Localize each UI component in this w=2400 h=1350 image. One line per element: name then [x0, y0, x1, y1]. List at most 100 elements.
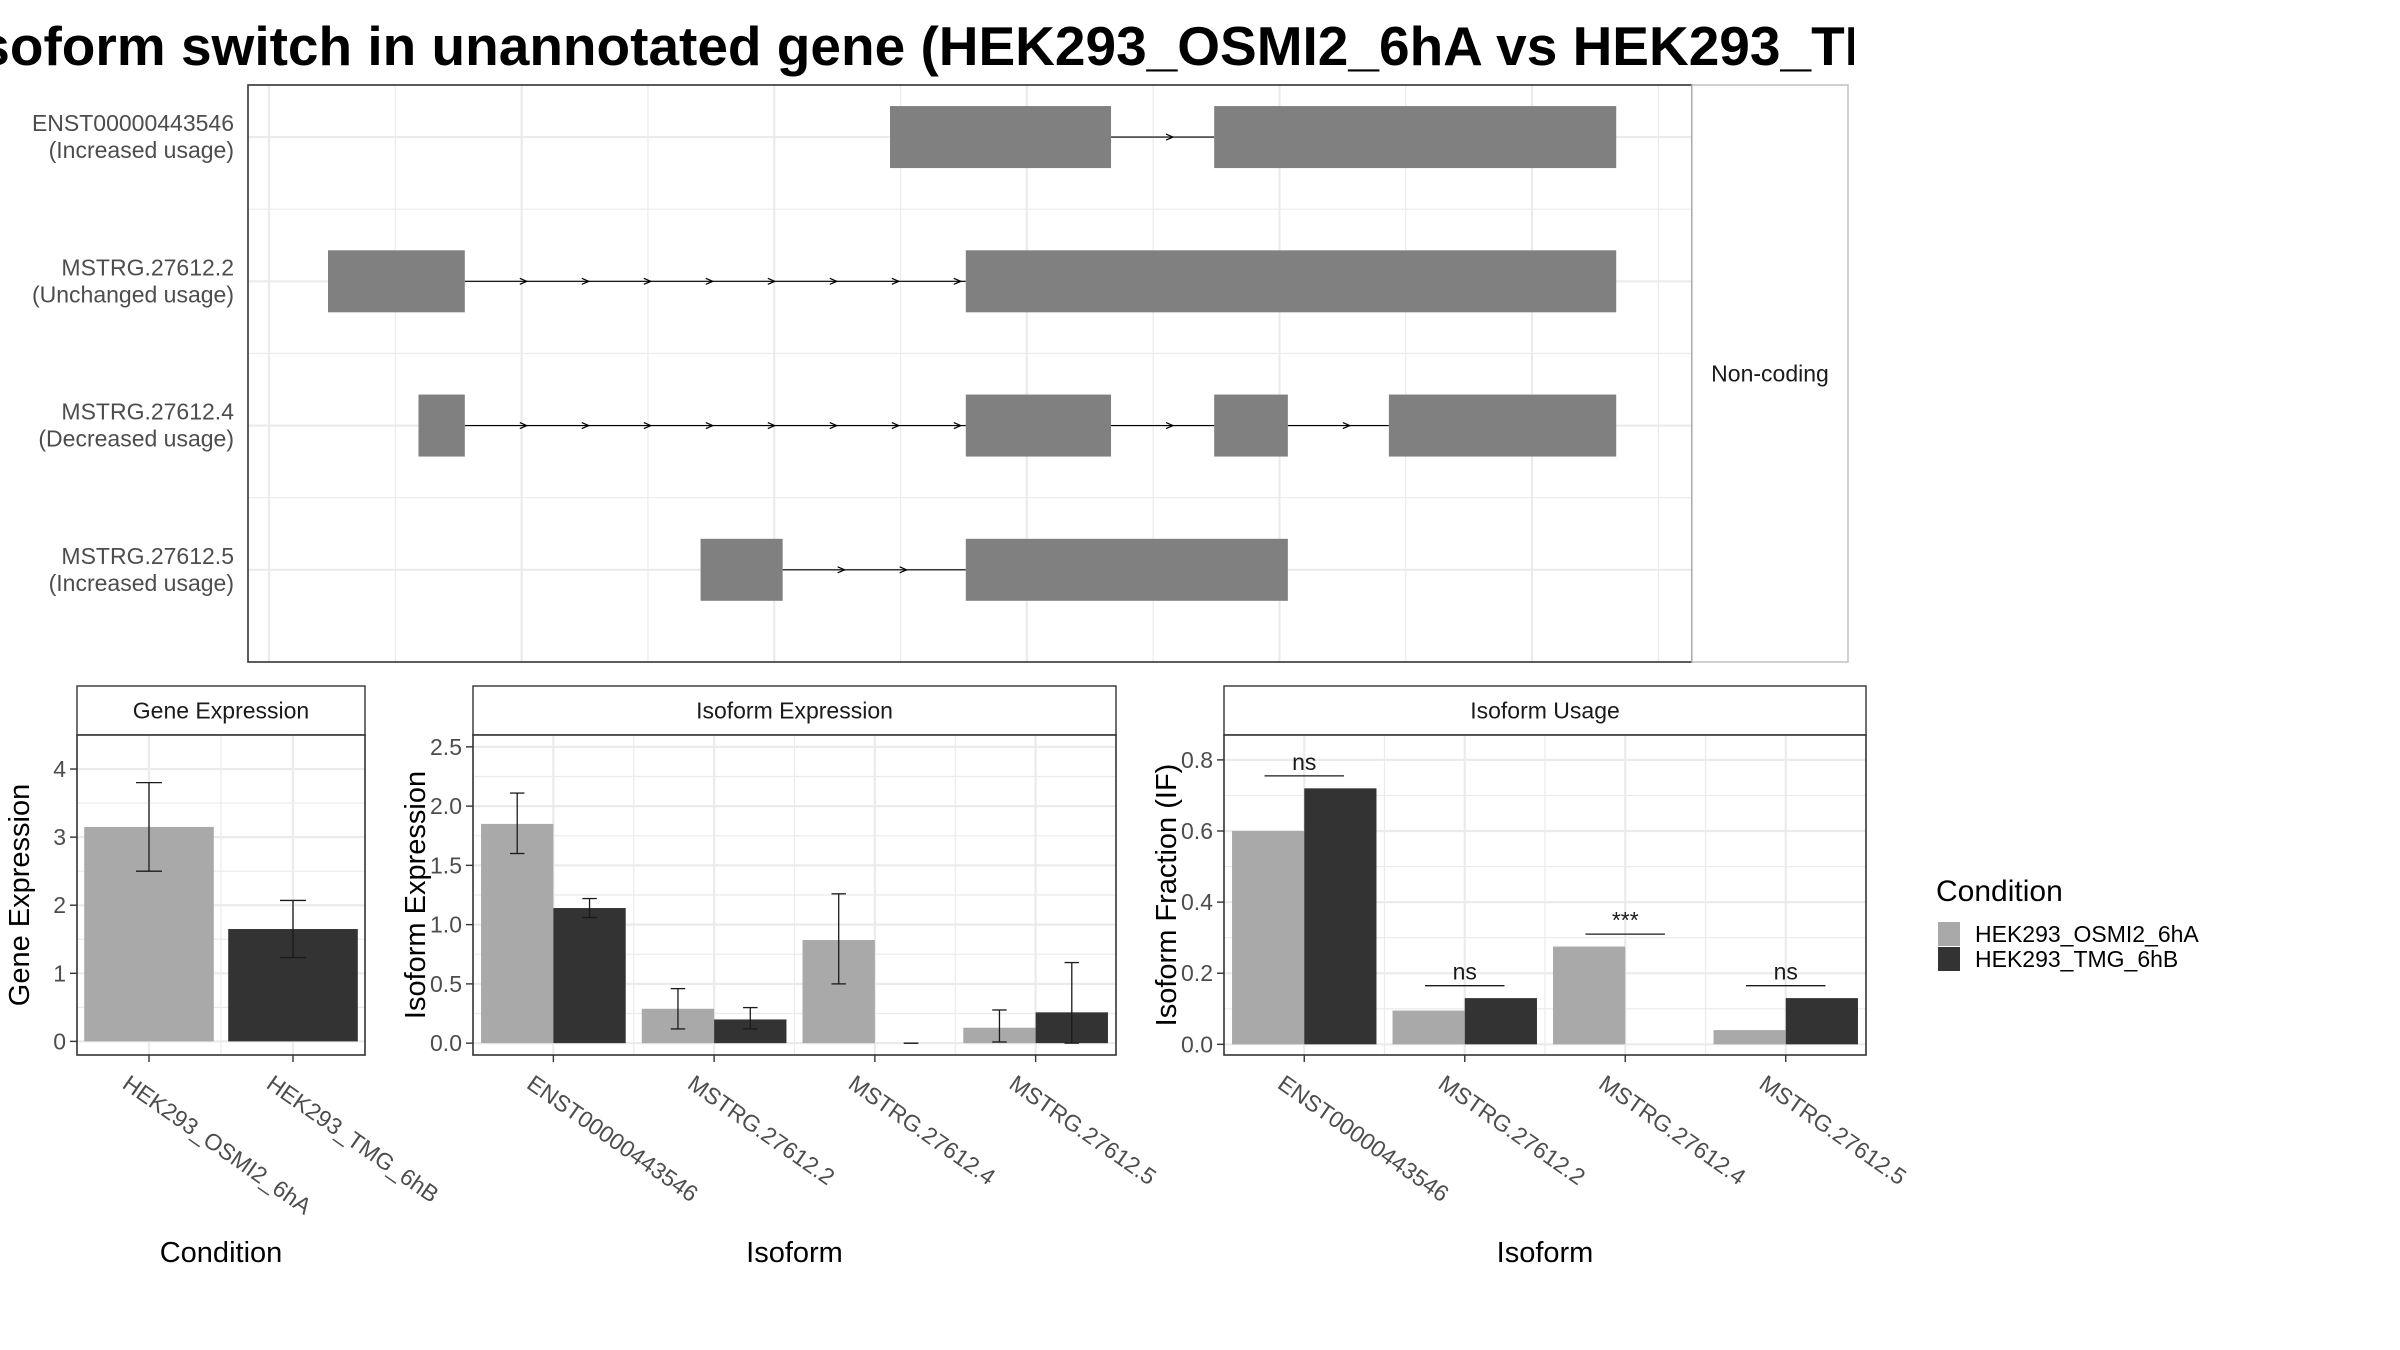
significance-label: ns	[1292, 749, 1316, 775]
legend-label: HEK293_TMG_6hB	[1975, 946, 2178, 972]
bar	[1392, 1010, 1465, 1045]
y-tick-label: 0	[53, 1028, 66, 1054]
exon-block	[1214, 394, 1288, 457]
facet-strip	[1691, 84, 1849, 663]
intron-arrow	[899, 566, 909, 574]
y-tick-label: 0.2	[1181, 960, 1213, 986]
exon-block	[965, 394, 1112, 457]
isoform-id-label: ENST00000443546	[32, 110, 234, 136]
significance-label: ***	[1612, 907, 1639, 933]
intron-arrow	[953, 277, 963, 285]
panel-border	[1223, 734, 1867, 1056]
intron-arrow	[519, 277, 529, 285]
bar	[1785, 998, 1858, 1045]
x-tick-label: MSTRG.27612.5	[1755, 1070, 1911, 1190]
y-tick-label: 2.0	[430, 793, 462, 819]
isoform-usage-label: (Decreased usage)	[38, 426, 234, 452]
intron-arrow	[581, 277, 591, 285]
x-axis-title: Condition	[160, 1237, 283, 1269]
bar	[553, 908, 626, 1044]
isoform-usage-label: (Unchanged usage)	[32, 281, 234, 307]
bar	[1464, 998, 1537, 1045]
y-tick-label: 1.0	[430, 912, 462, 938]
intron-arrow	[1342, 422, 1352, 430]
bar	[1304, 788, 1377, 1045]
legend-swatch	[1938, 947, 1960, 971]
isoform-id-label: MSTRG.27612.4	[61, 399, 234, 425]
intron-arrow	[767, 422, 777, 430]
y-tick-label: 3	[53, 824, 66, 850]
bar	[1232, 831, 1305, 1045]
gene-expression-panel: Gene Expression01234HEK293_OSMI2_6hAHEK2…	[4, 685, 444, 1269]
x-tick-label: ENST00000443546	[1273, 1070, 1453, 1207]
panel-border	[472, 734, 1117, 1056]
intron-arrow	[1165, 133, 1175, 141]
panel-strip-label: Isoform Expression	[696, 698, 893, 724]
x-axis-title: Isoform	[746, 1237, 843, 1269]
y-tick-label: 0.8	[1181, 747, 1213, 773]
y-tick-label: 0.0	[430, 1030, 462, 1056]
legend-swatch	[1938, 922, 1960, 946]
bar	[1713, 1030, 1786, 1045]
intron-arrow	[891, 422, 901, 430]
intron-arrow	[705, 422, 715, 430]
intron-arrow	[891, 277, 901, 285]
intron-arrow	[829, 422, 839, 430]
intron-arrow	[581, 422, 591, 430]
x-tick-label: MSTRG.27612.4	[844, 1070, 1000, 1190]
y-axis-title: Isoform Fraction (IF)	[1151, 764, 1183, 1027]
bar	[714, 1019, 787, 1044]
exon-block	[418, 394, 465, 457]
isoform-usage-label: (Increased usage)	[49, 137, 234, 163]
exon-block	[965, 250, 1617, 313]
y-tick-label: 2	[53, 892, 66, 918]
y-tick-label: 2.5	[430, 734, 462, 760]
intron-arrow	[953, 422, 963, 430]
chart-title: Isoform switch in unannotated gene (HEK2…	[0, 15, 1854, 77]
y-tick-label: 1.5	[430, 852, 462, 878]
bar	[481, 823, 554, 1044]
x-tick-label: MSTRG.27612.2	[683, 1070, 839, 1190]
y-tick-label: 0.6	[1181, 818, 1213, 844]
y-tick-label: 0.5	[430, 971, 462, 997]
isoform-usage-panel: Isoform Usage ns ns *** ns 0.0 0.2 0.4 0.6 0.8 ENS…	[1151, 685, 1911, 1269]
isoform-id-label: MSTRG.27612.5	[61, 543, 234, 569]
intron-arrow	[643, 422, 653, 430]
facet-strip-label: Non-coding	[1711, 361, 1829, 387]
isoform-expression-panel: Isoform Expression 0.0 0.5 1.0 1.5 2.0 2.5 ENST…	[400, 685, 1161, 1269]
intron-arrow	[767, 277, 777, 285]
significance-label: ns	[1774, 959, 1798, 985]
intron-arrow	[837, 566, 847, 574]
panel-strip-label: Gene Expression	[133, 698, 309, 724]
panel-strip	[1223, 685, 1867, 736]
intron-arrow	[1165, 422, 1175, 430]
panel-strip	[472, 685, 1117, 736]
x-tick-label: MSTRG.27612.5	[1005, 1070, 1161, 1190]
significance-label: ns	[1453, 959, 1477, 985]
y-tick-label: 0.4	[1181, 889, 1213, 915]
y-tick-label: 4	[53, 756, 66, 782]
y-axis-title: Isoform Expression	[400, 771, 432, 1019]
x-axis-title: Isoform	[1497, 1237, 1594, 1269]
x-tick-label: MSTRG.27612.4	[1594, 1070, 1750, 1190]
intron-arrow	[829, 277, 839, 285]
exon-block	[1214, 106, 1617, 169]
panel-border	[76, 734, 366, 1056]
isoform-usage-label: (Increased usage)	[49, 570, 234, 596]
exon-block	[327, 250, 465, 313]
exon-block	[700, 538, 783, 601]
intron-arrow	[643, 277, 653, 285]
y-tick-label: 1	[53, 960, 66, 986]
exon-block	[890, 106, 1112, 169]
isoform-id-label: MSTRG.27612.2	[61, 254, 234, 280]
exon-block	[965, 538, 1288, 601]
panel-strip	[76, 685, 366, 736]
y-tick-label: 0.0	[1181, 1031, 1213, 1057]
panel-strip-label: Isoform Usage	[1470, 698, 1620, 724]
y-axis-title: Gene Expression	[4, 784, 36, 1006]
x-tick-label: ENST00000443546	[523, 1070, 703, 1207]
legend-label: HEK293_OSMI2_6hA	[1975, 921, 2199, 947]
intron-arrow	[705, 277, 715, 285]
